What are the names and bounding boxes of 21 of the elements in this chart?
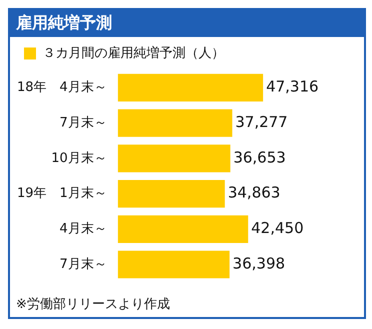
data-label: 34,863 [228,184,280,202]
bar [118,250,230,278]
data-label: 37,277 [235,112,288,131]
data-label: 47,316 [266,78,319,96]
y-tick-label: 7月末～ [60,256,107,272]
bar [118,180,225,208]
legend-label: ３カ月間の雇用純増予測（人） [42,44,224,61]
bar [118,144,230,172]
data-label: 36,653 [233,148,286,166]
data-label: 36,398 [232,254,286,272]
text: ※労働部リリースより作成 [15,296,171,314]
bar [118,109,232,137]
y-tick-label: 7月末～ [60,115,107,130]
y-tick-label: 19年 1月末～ [16,186,107,202]
chart-title: 雇用純増予測 [10,10,364,37]
bar [118,215,248,243]
bar [118,74,264,102]
y-tick-label: 4月末～ [60,222,107,237]
y-tick-label: 18年 4月末～ [16,80,107,96]
y-tick-label: 10月末～ [51,150,107,166]
data-label: 42,450 [251,219,304,238]
